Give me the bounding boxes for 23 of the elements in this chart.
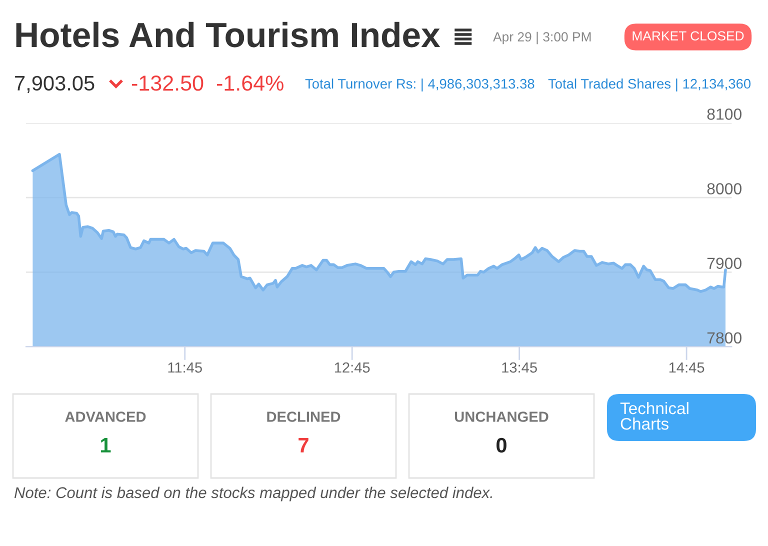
text: -1.64% [216, 76, 284, 91]
text: MARKET CLOSED [632, 31, 744, 41]
text: Note: Count is based on the stocks mapped under the selected index. [14, 486, 492, 502]
text: Total Traded Shares | 12,134,360 [548, 78, 751, 92]
data-label: 7 [298, 438, 308, 452]
x-tick-label: 11:45 [168, 362, 202, 373]
chart-title: Hotels And Tourism Index [16, 22, 440, 48]
x-tick-label: 12:45 [334, 362, 370, 373]
text: Technical Charts [620, 402, 688, 430]
category-label: UNCHANGED [454, 412, 548, 422]
text: Total Turnover Rs: | 4,986,303,313.38 [305, 78, 534, 92]
category-label: DECLINED [267, 412, 340, 422]
data-label: 0 [496, 438, 506, 453]
chart-subtitle: Apr 29 | 3:00 PM [493, 32, 591, 44]
y-tick-label: 8000 [707, 183, 742, 194]
y-tick-label: 8100 [707, 108, 742, 120]
text: 7,903.05 [15, 76, 94, 94]
category-label: ADVANCED [65, 412, 146, 422]
x-tick-label: 13:45 [502, 362, 537, 373]
y-tick-label: 7900 [707, 258, 742, 269]
data-label: 1 [101, 438, 111, 452]
x-tick-label: 14:45 [669, 362, 704, 373]
text: -132.50 [132, 76, 204, 91]
